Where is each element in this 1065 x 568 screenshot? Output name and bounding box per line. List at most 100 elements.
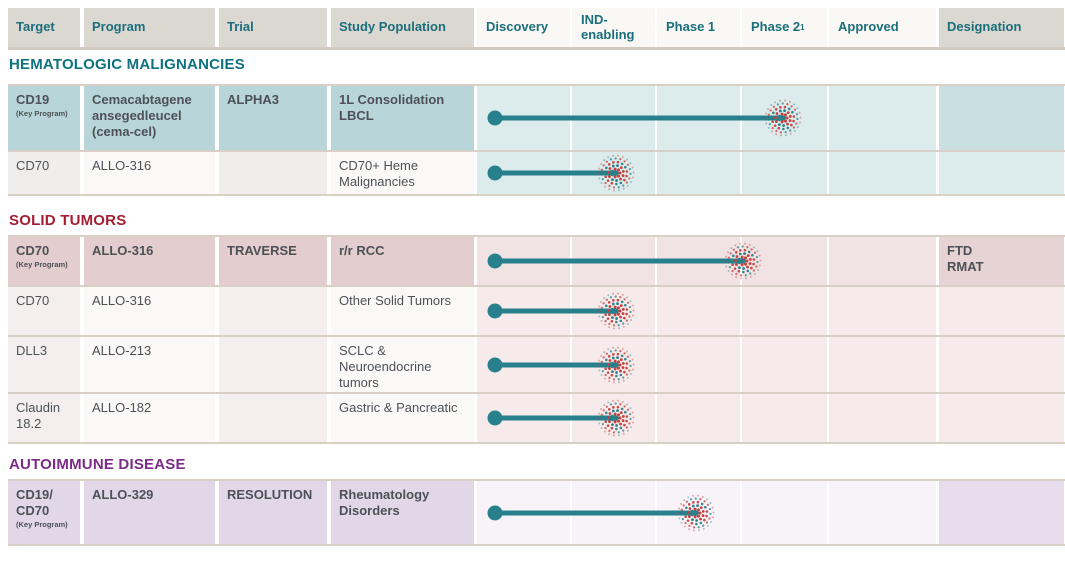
track-cell-phase1 — [657, 287, 740, 335]
program-cell: Cemacabtagene ansegedleucel (cema-cel) — [84, 86, 215, 150]
pipeline-row-traverse-rcc: CD70 (Key Program) ALLO-316 TRAVERSE r/r … — [8, 235, 1065, 285]
target-cell: Claudin 18.2 — [8, 394, 80, 442]
trial-cell: RESOLUTION — [219, 481, 327, 544]
program-cell: ALLO-316 — [84, 237, 215, 285]
designation-cell — [939, 152, 1064, 194]
trial-cell — [219, 287, 327, 335]
phase-track — [477, 237, 936, 285]
study-population-cell: Other Solid Tumors — [331, 287, 474, 335]
header-discovery: Discovery — [477, 8, 570, 47]
designation-cell: FTD RMAT — [939, 237, 1064, 285]
track-cell-approved — [829, 337, 936, 392]
track-cell-phase2 — [742, 152, 827, 194]
target-cell: DLL3 — [8, 337, 80, 392]
track-cell-approved — [829, 86, 936, 150]
target-label: CD70 — [16, 243, 50, 258]
header-target: Target — [8, 8, 80, 47]
progress-line — [494, 362, 617, 367]
phase-track — [477, 86, 936, 150]
pipeline-row-allo182-gastric: Claudin 18.2 ALLO-182 Gastric & Pancreat… — [8, 392, 1065, 444]
track-cell-approved — [829, 237, 936, 285]
bar-start-dot-icon — [487, 357, 503, 372]
phase-track — [477, 337, 936, 392]
target-cell: CD70 (Key Program) — [8, 237, 80, 285]
phase-track — [477, 394, 936, 442]
bar-start-dot-icon — [487, 165, 503, 181]
pipeline-row-allo316-solid: CD70 ALLO-316 Other Solid Tumors — [8, 285, 1065, 335]
header-approved: Approved — [829, 8, 936, 47]
pipeline-row-resolution: CD19/ CD70 (Key Program) ALLO-329 RESOLUT… — [8, 479, 1065, 546]
target-label: CD19 — [16, 92, 50, 107]
header-designation: Designation — [939, 8, 1064, 47]
track-cell-phase1 — [657, 394, 740, 442]
track-cell-phase2 — [742, 481, 827, 544]
key-program-note: (Key Program) — [16, 519, 68, 529]
bar-start-dot-icon — [487, 410, 503, 426]
bar-start-dot-icon — [487, 253, 503, 269]
study-population-cell: 1L Consolidation LBCL — [331, 86, 474, 150]
section-hematologic-malignancies: HEMATOLOGIC MALIGNANCIES CD19 (Key Progra… — [8, 56, 1065, 196]
track-cell-approved — [829, 287, 936, 335]
target-label: CD70 — [16, 293, 50, 308]
study-population-cell: Rheumatology Disorders — [331, 481, 474, 544]
study-population-cell: SCLC & Neuroendocrine tumors — [331, 337, 474, 392]
bar-start-dot-icon — [487, 110, 503, 126]
program-cell: ALLO-213 — [84, 337, 215, 392]
trial-cell: TRAVERSE — [219, 237, 327, 285]
program-cell: ALLO-316 — [84, 287, 215, 335]
table-header: Target Program Trial Study Population Di… — [8, 8, 1065, 50]
target-cell: CD70 — [8, 152, 80, 194]
pipeline-row-cema-cel: CD19 (Key Program) Cemacabtagene ansegedl… — [8, 84, 1065, 150]
designation-cell — [939, 287, 1064, 335]
header-trial: Trial — [219, 8, 327, 47]
study-population-cell: r/r RCC — [331, 237, 474, 285]
milestone-burst-icon — [721, 239, 765, 283]
study-population-cell: CD70+ Heme Malignancies — [331, 152, 474, 194]
section-title: HEMATOLOGIC MALIGNANCIES — [9, 56, 245, 73]
target-cell: CD19/ CD70 (Key Program) — [8, 481, 80, 544]
milestone-burst-icon — [594, 289, 638, 333]
key-program-note: (Key Program) — [16, 108, 68, 118]
progress-line — [494, 258, 744, 264]
trial-cell — [219, 337, 327, 392]
header-study-population: Study Population — [331, 8, 474, 47]
track-cell-phase1 — [657, 152, 740, 194]
bar-start-dot-icon — [487, 505, 503, 520]
target-label: DLL3 — [16, 343, 48, 358]
track-cell-phase2 — [742, 287, 827, 335]
study-population-cell: Gastric & Pancreatic — [331, 394, 474, 442]
program-cell: ALLO-182 — [84, 394, 215, 442]
program-cell: ALLO-329 — [84, 481, 215, 544]
section-title: AUTOIMMUNE DISEASE — [9, 456, 186, 473]
milestone-burst-icon — [761, 96, 805, 140]
track-cell-phase1 — [657, 337, 740, 392]
pipeline-row-allo213-sclc: DLL3 ALLO-213 SCLC & Neuroendocrine tumo… — [8, 335, 1065, 392]
track-cell-approved — [829, 394, 936, 442]
designation-cell — [939, 86, 1064, 150]
target-label: CD70 — [16, 158, 50, 173]
track-cell-approved — [829, 481, 936, 544]
bar-start-dot-icon — [487, 303, 503, 319]
target-cell: CD19 (Key Program) — [8, 86, 80, 150]
section-title: SOLID TUMORS — [9, 212, 127, 229]
trial-cell — [219, 394, 327, 442]
track-cell-approved — [829, 152, 936, 194]
phase-track — [477, 287, 936, 335]
trial-cell — [219, 152, 327, 194]
trial-cell: ALPHA3 — [219, 86, 327, 150]
progress-line — [494, 170, 617, 176]
target-cell: CD70 — [8, 287, 80, 335]
section-solid-tumors: SOLID TUMORS CD70 (Key Program) ALLO-316 … — [8, 212, 1065, 444]
progress-line — [494, 115, 784, 121]
phase-track — [477, 481, 936, 544]
designation-cell — [939, 394, 1064, 442]
header-ind-enabling: IND-enabling — [572, 8, 655, 47]
pipeline-row-allo316-heme: CD70 ALLO-316 CD70+ Heme Malignancies — [8, 150, 1065, 196]
key-program-note: (Key Program) — [16, 259, 68, 269]
track-cell-phase2 — [742, 394, 827, 442]
header-phase-1: Phase 1 — [657, 8, 740, 47]
milestone-burst-icon — [594, 151, 638, 195]
